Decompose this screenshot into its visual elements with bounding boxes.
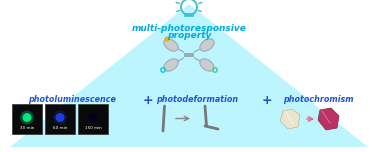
- Text: property: property: [167, 31, 211, 40]
- FancyBboxPatch shape: [45, 104, 75, 134]
- Circle shape: [53, 111, 67, 124]
- Circle shape: [165, 37, 169, 41]
- Polygon shape: [280, 109, 300, 129]
- Text: photodeformation: photodeformation: [156, 95, 238, 105]
- Ellipse shape: [200, 59, 214, 71]
- Circle shape: [56, 113, 65, 122]
- Text: 150 min: 150 min: [85, 126, 101, 130]
- Ellipse shape: [164, 39, 178, 51]
- FancyBboxPatch shape: [78, 104, 108, 134]
- FancyBboxPatch shape: [12, 104, 42, 134]
- Circle shape: [20, 111, 34, 124]
- Text: photoluminescence: photoluminescence: [28, 95, 116, 105]
- Circle shape: [88, 113, 98, 122]
- Text: photochromism: photochromism: [283, 95, 353, 105]
- Circle shape: [23, 113, 31, 122]
- Text: +: +: [262, 93, 272, 107]
- Text: 30 min: 30 min: [20, 126, 34, 130]
- Ellipse shape: [164, 59, 178, 71]
- Polygon shape: [318, 108, 339, 130]
- Text: 60 min: 60 min: [53, 126, 67, 130]
- Ellipse shape: [200, 39, 214, 51]
- Text: multi-photoresponsive: multi-photoresponsive: [132, 24, 246, 33]
- Polygon shape: [10, 4, 368, 147]
- Text: +: +: [143, 93, 153, 107]
